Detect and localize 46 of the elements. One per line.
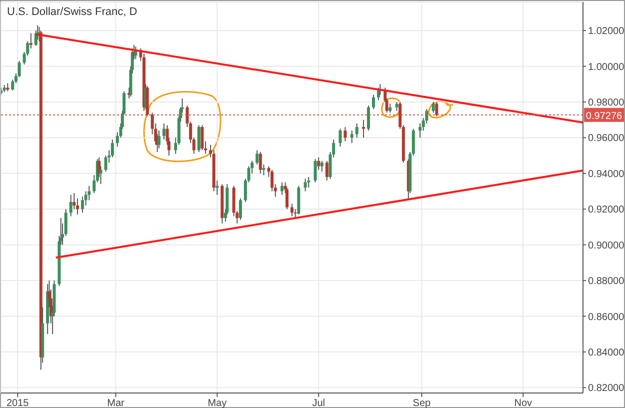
- candlestick: [307, 176, 310, 188]
- candlestick: [344, 126, 347, 142]
- candlestick: [314, 158, 317, 183]
- candlestick: [362, 119, 366, 138]
- y-tick-label: 0.84000: [588, 347, 625, 358]
- candlestick: [29, 32, 32, 49]
- candlestick: [256, 150, 259, 165]
- y-tick-label: 0.90000: [588, 240, 625, 252]
- candlestick: [350, 130, 354, 144]
- y-tick-label: 1.02000: [588, 26, 625, 38]
- candlestick: [372, 94, 375, 110]
- candlestick: [200, 124, 204, 151]
- candlestick: [238, 198, 242, 220]
- y-tick-label: 0.88000: [588, 276, 625, 288]
- candlestick: [366, 105, 370, 132]
- candlestick: [304, 178, 307, 192]
- chart-title: U.S. Dollar/Swiss Franc, D: [7, 6, 138, 18]
- x-tick-label: Jul: [312, 398, 326, 408]
- candlestick: [325, 160, 328, 182]
- candlestick: [376, 87, 380, 101]
- y-tick-label: 0.82000: [588, 383, 625, 394]
- x-tick-label: May: [208, 398, 227, 408]
- candlestick: [262, 164, 266, 176]
- candlestick: [280, 182, 284, 196]
- y-tick-label: 0.98000: [588, 98, 625, 109]
- y-tick-label: 1.00000: [588, 62, 625, 73]
- x-tick-label: 2015: [6, 398, 30, 408]
- candlestick: [338, 128, 342, 148]
- ref-line-label: 0.97276: [586, 110, 623, 122]
- y-tick-label: 0.96000: [588, 133, 625, 144]
- y-tick-label: 0.86000: [588, 312, 625, 323]
- x-tick-label: Nov: [514, 398, 532, 408]
- candlestick: [197, 124, 200, 152]
- candlestick: [435, 101, 438, 117]
- candlestick: [317, 156, 320, 170]
- candlestick: [320, 160, 324, 172]
- x-tick-label: Mar: [107, 398, 126, 408]
- y-tick-label: 0.92000: [588, 204, 625, 216]
- y-tick-label: 0.94000: [588, 168, 625, 180]
- candlestick: [69, 194, 72, 217]
- candlestick: [258, 151, 262, 174]
- candlestick: [355, 122, 358, 138]
- candlestick: [432, 101, 435, 114]
- candlestick: [162, 122, 166, 140]
- x-tick-label: Sep: [412, 398, 432, 408]
- candlestick: [290, 203, 294, 217]
